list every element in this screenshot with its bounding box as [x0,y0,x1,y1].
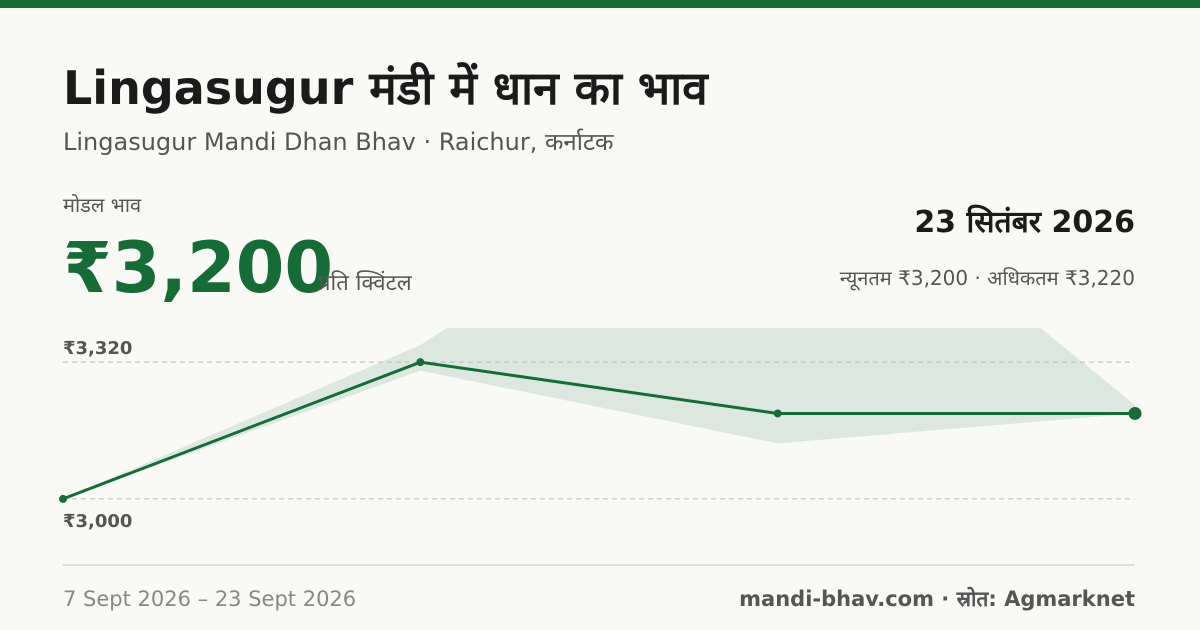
point [59,494,67,503]
point [773,409,782,418]
top-bar [0,0,1200,8]
point [1128,406,1142,420]
period: 7 Sept 2026 – 23 Sept 2026 [63,587,356,611]
date: 23 सितंबर 2026 [914,204,1135,240]
point [416,358,425,367]
price: ₹3,200 [63,227,333,309]
price-label: मोडल भाव [63,193,142,217]
range-band [63,328,1135,499]
title: Lingasugur मंडी में धान का भाव [63,61,709,115]
unit: प्रति क्विंटल [318,270,413,296]
subtitle: Lingasugur Mandi Dhan Bhav · Raichur, कर… [63,128,614,156]
price-line [62,360,1135,501]
source: mandi-bhav.com · स्रोत: Agmarknet [739,586,1135,611]
y-tick-label: ₹3,000 [63,511,132,532]
chart: ₹3,000 ₹3,320 [59,328,1142,532]
y-tick-label: ₹3,320 [63,338,132,359]
min-max: न्यूनतम ₹3,200 · अधिकतम ₹3,220 [840,266,1135,291]
